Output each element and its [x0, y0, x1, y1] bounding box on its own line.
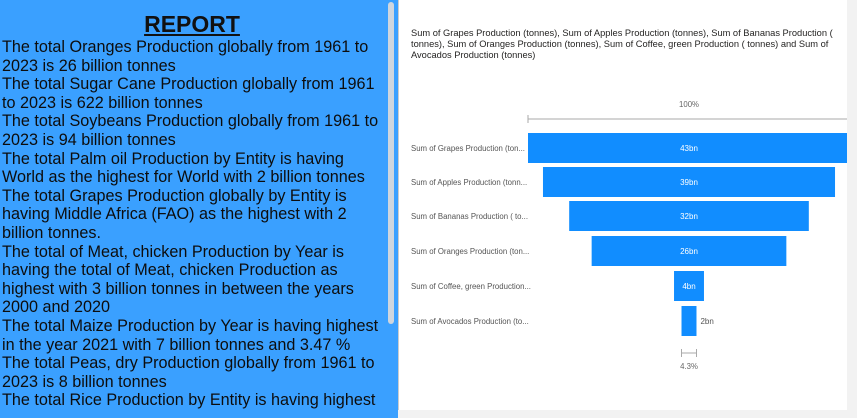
funnel-chart[interactable]: 100% Sum of Grapes Production (ton... 43bn…: [399, 0, 847, 410]
funnel-bar[interactable]: [674, 271, 704, 301]
report-paragraph-maize: The total Maize Production by Year is ha…: [2, 316, 379, 354]
report-scrollbar[interactable]: [388, 2, 394, 324]
funnel-bar[interactable]: [542, 167, 836, 197]
funnel-value-label: 2bn: [700, 317, 713, 326]
funnel-category-label: Sum of Oranges Production (ton...: [411, 247, 529, 256]
funnel-visual[interactable]: Sum of Grapes Production (tonnes), Sum o…: [398, 0, 847, 410]
funnel-title: Sum of Grapes Production (tonnes), Sum o…: [411, 28, 833, 60]
funnel-value-label: 26bn: [680, 247, 698, 256]
funnel-category-label: Sum of Apples Production (tonn...: [411, 178, 527, 187]
top-percent-bracket: [527, 115, 847, 123]
bottom-percent-label: 4.3%: [680, 362, 698, 371]
report-paragraph-oranges: The total Oranges Production globally fr…: [2, 38, 369, 75]
funnel-bar[interactable]: [528, 133, 847, 163]
funnel-bar[interactable]: [681, 306, 697, 336]
funnel-category-label: Sum of Coffee, green Production...: [411, 282, 531, 291]
report-paragraph-meat-chicken: The total of Meat, chicken Production by…: [2, 242, 354, 317]
report-text: The total Oranges Production globally fr…: [0, 38, 398, 410]
funnel-category-label: Sum of Avocados Production (to...: [411, 317, 529, 326]
funnel-value-label: 39bn: [680, 178, 698, 187]
funnel-category-label: Sum of Bananas Production ( to...: [411, 212, 528, 221]
report-title: REPORT: [144, 11, 240, 37]
funnel-value-label: 32bn: [680, 212, 698, 221]
report-panel: REPORT The total Oranges Production glob…: [0, 0, 398, 418]
report-paragraph-rice: The total Rice Production by Entity is h…: [2, 391, 376, 410]
funnel-value-label: 43bn: [680, 144, 698, 153]
bottom-percent-bracket: [681, 349, 697, 357]
report-paragraph-peas: The total Peas, dry Production globally …: [2, 354, 375, 391]
report-paragraph-soybeans: The total Soybeans Production globally f…: [2, 112, 379, 149]
funnel-bar[interactable]: [569, 201, 809, 231]
funnel-bar[interactable]: [591, 236, 787, 266]
report-paragraph-sugar-cane: The total Sugar Cane Production globally…: [2, 75, 375, 112]
funnel-category-label: Sum of Grapes Production (ton...: [411, 144, 525, 153]
report-paragraph-grapes: The total Grapes Production globally by …: [2, 186, 347, 242]
funnel-value-label: 4bn: [682, 282, 695, 291]
report-paragraph-palm-oil: The total Palm oil Production by Entity …: [2, 149, 365, 187]
top-percent-label: 100%: [679, 100, 699, 109]
